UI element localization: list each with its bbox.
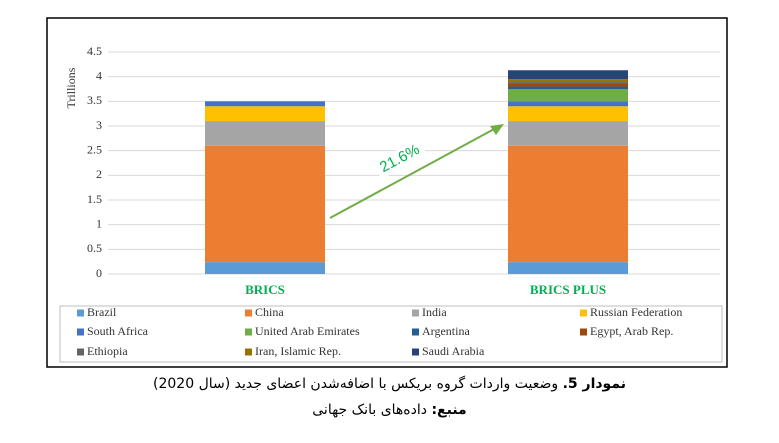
legend-swatch bbox=[77, 328, 84, 336]
growth-arrow bbox=[329, 127, 497, 219]
y-tick-label: 0 bbox=[96, 266, 102, 280]
bar-segment bbox=[508, 83, 628, 87]
legend-label: Brazil bbox=[87, 305, 117, 319]
bar-segment bbox=[508, 79, 628, 83]
annotation-bg bbox=[372, 138, 428, 180]
bar-segment bbox=[508, 106, 628, 122]
legend-swatch bbox=[412, 348, 419, 356]
legend-swatch bbox=[245, 309, 252, 317]
legend-label: China bbox=[255, 305, 284, 319]
x-tick-label: BRICS bbox=[245, 282, 285, 297]
legend-swatch bbox=[245, 328, 252, 336]
legend-swatch bbox=[77, 309, 84, 317]
bar-segment bbox=[508, 145, 628, 263]
legend-label: Saudi Arabia bbox=[422, 344, 485, 358]
legend-swatch bbox=[580, 309, 587, 317]
legend-label: Egypt, Arab Rep. bbox=[590, 324, 673, 338]
bar-segment bbox=[508, 82, 628, 84]
legend-swatch bbox=[412, 309, 419, 317]
legend-swatch bbox=[580, 328, 587, 336]
arrow-head bbox=[490, 124, 504, 135]
source-label: منبع: bbox=[431, 402, 467, 418]
legend-label: South Africa bbox=[87, 324, 149, 338]
y-tick-label: 1 bbox=[96, 216, 102, 230]
bar-segment bbox=[508, 121, 628, 146]
legend-label: India bbox=[422, 305, 447, 319]
bar-segment bbox=[508, 70, 628, 80]
bar-segment bbox=[205, 106, 325, 122]
legend-swatch bbox=[77, 348, 84, 356]
y-tick-label: 2 bbox=[96, 167, 102, 181]
bar-segment bbox=[508, 262, 628, 274]
source: منبع: داده‌های بانک جهانی bbox=[0, 402, 779, 418]
y-tick-label: 1.5 bbox=[87, 192, 102, 206]
y-tick-label: 3 bbox=[96, 118, 102, 132]
bar-segment bbox=[508, 101, 628, 107]
plot-area: 0 0.5 1 1.5 2 2.5 3 3.5 4 4.5 BRICS BRICS PLUS Brazi… bbox=[77, 44, 720, 358]
y-tick-label: 3.5 bbox=[87, 93, 102, 107]
bar-segment bbox=[205, 101, 325, 107]
bar-segment bbox=[205, 121, 325, 146]
caption: نمودار 5. وضعیت واردات گروه بریکس با اضا… bbox=[0, 376, 779, 392]
y-axis-title: Trillions bbox=[64, 67, 78, 108]
legend-label: Argentina bbox=[422, 324, 470, 338]
legend-swatch bbox=[245, 348, 252, 356]
legend-label: Iran, Islamic Rep. bbox=[255, 344, 341, 358]
source-text: داده‌های بانک جهانی bbox=[312, 402, 427, 418]
y-tick-label: 2.5 bbox=[87, 142, 102, 156]
legend-label: Russian Federation bbox=[590, 305, 682, 319]
bar-segment bbox=[508, 89, 628, 102]
legend-label: United Arab Emirates bbox=[255, 324, 360, 338]
y-tick-label: 4.5 bbox=[87, 44, 102, 58]
legend-label: Ethiopia bbox=[87, 344, 128, 358]
legend-swatch bbox=[412, 328, 419, 336]
bar-segment bbox=[205, 262, 325, 274]
y-tick-label: 4 bbox=[96, 68, 102, 82]
bar-segment bbox=[205, 145, 325, 263]
y-tick-label: 0.5 bbox=[87, 241, 102, 255]
caption-label: نمودار 5. bbox=[562, 376, 626, 392]
bar-segment bbox=[508, 86, 628, 89]
x-tick-label: BRICS PLUS bbox=[530, 282, 606, 297]
legend-box bbox=[59, 305, 723, 363]
caption-text: وضعیت واردات گروه بریکس با اضافه‌شدن اعض… bbox=[153, 376, 559, 392]
